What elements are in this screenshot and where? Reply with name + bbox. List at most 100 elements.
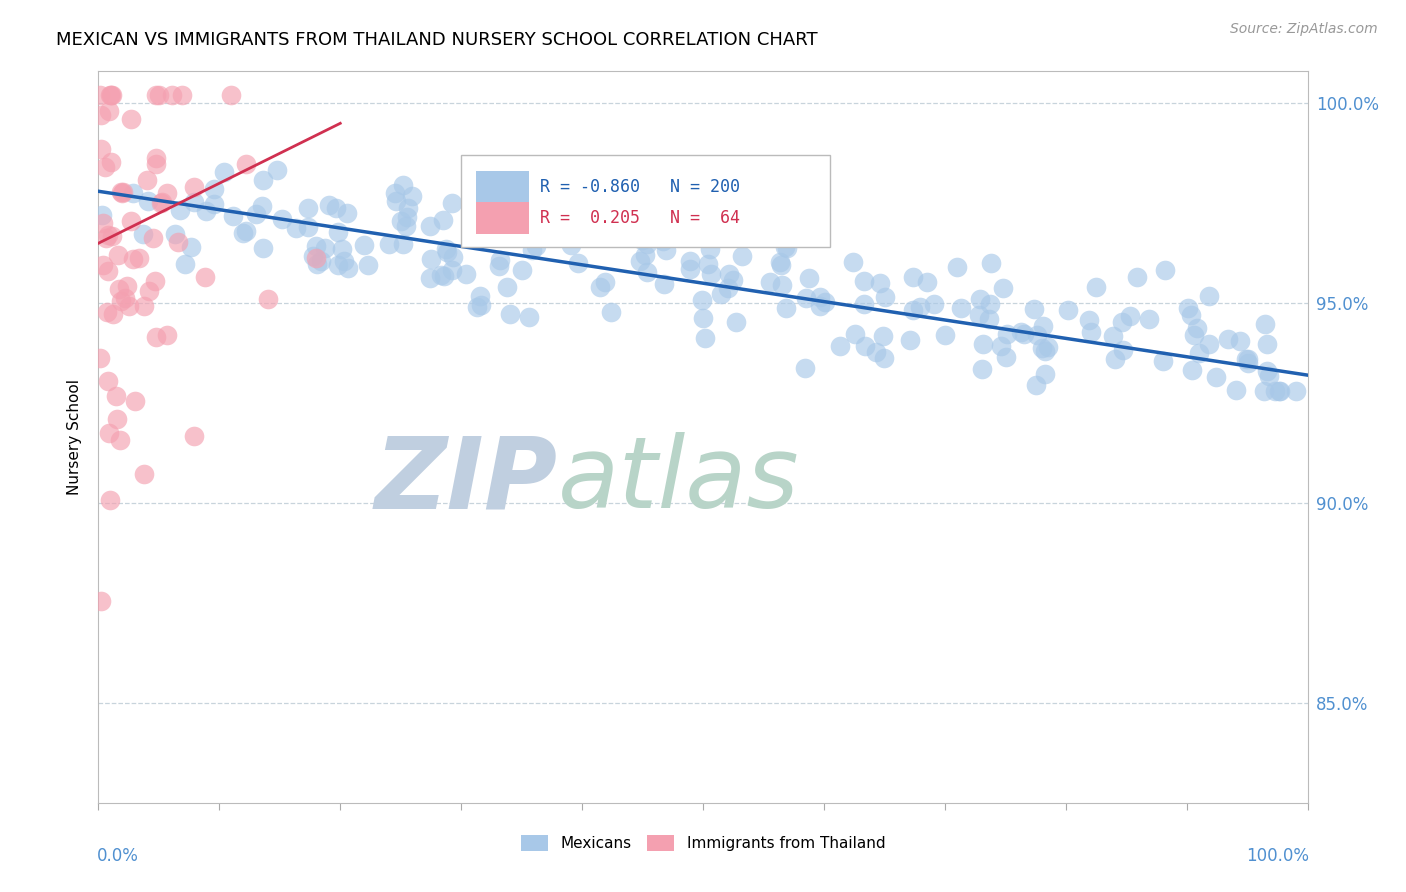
Point [252, 199, 274, 213]
Point [470, 221, 492, 235]
Point [96, 231, 118, 245]
Point [828, 339, 851, 353]
Point [990, 339, 1012, 353]
FancyBboxPatch shape [475, 171, 529, 203]
Point [145, 88, 167, 103]
Point [91, 208, 114, 222]
Point [872, 329, 894, 343]
Point [1284, 384, 1306, 398]
Point [770, 277, 793, 292]
Point [302, 249, 325, 263]
Point [1256, 336, 1278, 351]
Text: ZIP: ZIP [375, 433, 558, 530]
Point [389, 214, 412, 228]
Point [222, 209, 245, 223]
Point [1198, 289, 1220, 303]
Point [297, 219, 319, 234]
Point [510, 263, 533, 277]
Y-axis label: Nursery School: Nursery School [67, 379, 83, 495]
Point [89, 88, 111, 103]
Point [284, 221, 307, 235]
Point [330, 242, 353, 256]
Point [100, 154, 122, 169]
Point [699, 242, 721, 256]
Point [696, 257, 718, 271]
Text: atlas: atlas [558, 433, 800, 530]
FancyBboxPatch shape [475, 202, 529, 235]
Point [305, 251, 328, 265]
Point [797, 271, 820, 285]
Point [114, 291, 136, 305]
Point [266, 162, 288, 177]
Point [94, 160, 117, 174]
Point [138, 284, 160, 298]
Point [853, 339, 876, 353]
Point [1229, 334, 1251, 348]
Point [1022, 302, 1045, 317]
Point [972, 362, 994, 376]
Point [143, 274, 166, 288]
Point [396, 201, 419, 215]
Point [103, 308, 125, 322]
Point [202, 196, 225, 211]
Point [392, 236, 415, 251]
Point [794, 361, 817, 376]
Point [395, 210, 418, 224]
Point [110, 185, 132, 199]
Point [419, 271, 441, 285]
Point [524, 239, 547, 253]
Point [245, 207, 267, 221]
Point [97, 103, 120, 118]
Point [794, 291, 817, 305]
Point [903, 303, 925, 318]
Point [325, 202, 347, 216]
Point [149, 196, 172, 211]
Point [700, 267, 723, 281]
Text: 0.0%: 0.0% [97, 847, 139, 864]
Point [873, 290, 896, 304]
Point [922, 297, 945, 311]
Point [908, 300, 931, 314]
Point [520, 243, 543, 257]
Point [202, 182, 225, 196]
Point [488, 259, 510, 273]
Point [468, 288, 491, 302]
Point [1152, 354, 1174, 368]
Point [356, 258, 378, 272]
Point [1234, 352, 1257, 367]
Point [101, 88, 124, 103]
Point [101, 229, 124, 244]
Point [108, 434, 131, 448]
Point [219, 88, 242, 103]
Point [156, 186, 179, 201]
Point [145, 151, 167, 165]
Point [156, 328, 179, 343]
Point [385, 194, 408, 209]
Legend: Mexicans, Immigrants from Thailand: Mexicans, Immigrants from Thailand [515, 830, 891, 857]
Point [1237, 356, 1260, 370]
Point [1237, 351, 1260, 366]
Point [695, 331, 717, 345]
Point [132, 299, 155, 313]
Point [517, 310, 540, 325]
Point [235, 157, 257, 171]
Point [433, 268, 456, 283]
Point [842, 255, 865, 269]
Point [652, 277, 675, 291]
Point [980, 256, 1002, 270]
Point [873, 351, 896, 365]
Point [90, 108, 112, 122]
Point [333, 254, 356, 268]
Point [436, 245, 458, 260]
Point [731, 249, 754, 263]
Point [1026, 327, 1049, 342]
Point [91, 216, 114, 230]
Point [98, 492, 121, 507]
Point [430, 268, 453, 282]
Point [107, 282, 129, 296]
Point [314, 242, 336, 256]
Point [560, 237, 582, 252]
Point [441, 250, 464, 264]
Text: 100.0%: 100.0% [1246, 847, 1309, 864]
Point [1119, 310, 1142, 324]
